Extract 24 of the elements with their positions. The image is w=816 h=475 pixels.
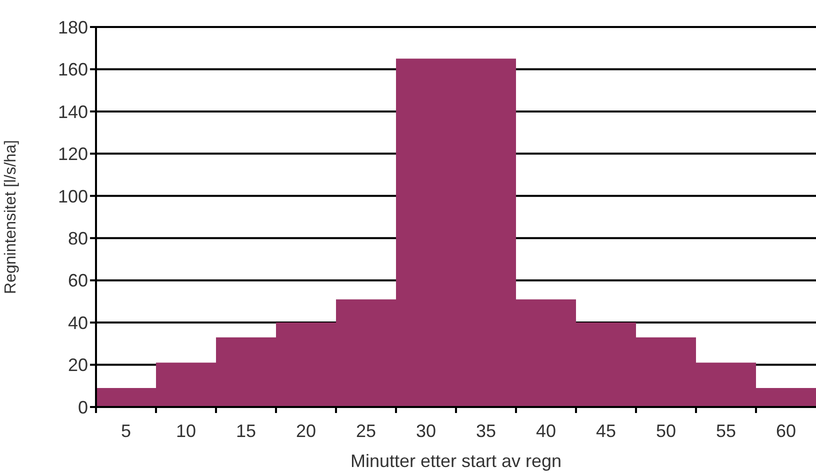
x-tick-label: 35 <box>476 421 496 441</box>
x-axis-title: Minutter etter start av regn <box>350 451 562 471</box>
y-tick-label: 0 <box>78 397 88 418</box>
x-tick-label: 25 <box>356 421 376 441</box>
y-tick-label: 20 <box>68 355 88 376</box>
y-tick-label: 120 <box>58 144 88 164</box>
x-tick-label: 20 <box>296 421 316 441</box>
y-tick-label: 140 <box>58 102 88 122</box>
x-tick-label: 15 <box>236 421 256 441</box>
y-tick-label: 160 <box>58 60 88 80</box>
y-axis-title: Regnintensitet [l/s/ha] <box>2 140 20 294</box>
y-tick-label: 100 <box>58 186 88 206</box>
x-tick-label: 40 <box>536 421 556 441</box>
y-tick-label: 60 <box>68 270 88 291</box>
x-tick-label: 55 <box>716 421 736 441</box>
x-tick-label: 60 <box>776 421 796 441</box>
y-tick-label: 80 <box>68 228 88 248</box>
x-tick-label: 50 <box>656 421 676 441</box>
x-tick-label: 30 <box>416 421 436 441</box>
x-tick-label: 45 <box>596 421 616 441</box>
y-tick-label: 40 <box>68 312 88 333</box>
y-tick-label: 180 <box>58 17 88 38</box>
x-tick-label: 10 <box>176 421 196 441</box>
x-tick-label: 5 <box>120 421 132 441</box>
